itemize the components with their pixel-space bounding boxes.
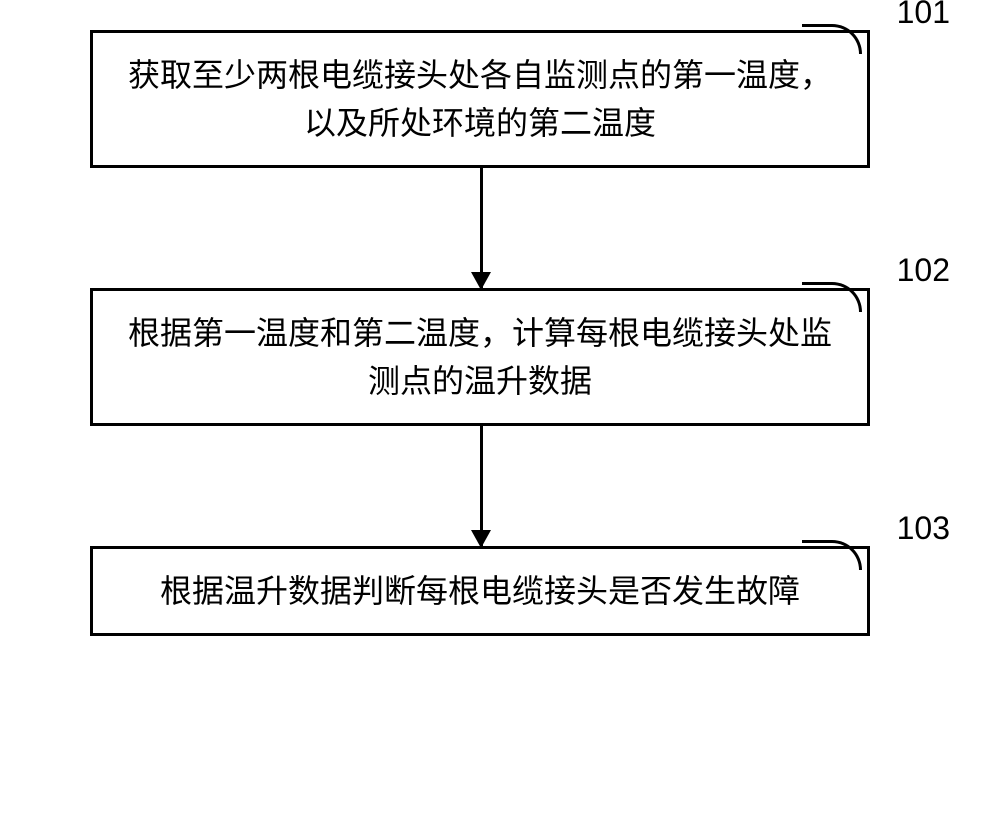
process-box: 根据第一温度和第二温度，计算每根电缆接头处监测点的温升数据 xyxy=(90,288,870,426)
process-text: 根据温升数据判断每根电缆接头是否发生故障 xyxy=(160,573,800,609)
step-label: 102 xyxy=(897,252,950,289)
flowchart-step: 102 根据第一温度和第二温度，计算每根电缆接头处监测点的温升数据 xyxy=(50,288,950,426)
process-box: 根据温升数据判断每根电缆接头是否发生故障 xyxy=(90,546,870,636)
step-label: 101 xyxy=(897,0,950,31)
flow-arrow xyxy=(480,168,483,288)
flow-arrow xyxy=(480,426,483,546)
flowchart-container: 101 获取至少两根电缆接头处各自监测点的第一温度，以及所处环境的第二温度 10… xyxy=(50,30,950,636)
flowchart-step: 103 根据温升数据判断每根电缆接头是否发生故障 xyxy=(50,546,950,636)
process-text: 获取至少两根电缆接头处各自监测点的第一温度，以及所处环境的第二温度 xyxy=(128,57,832,141)
process-box: 获取至少两根电缆接头处各自监测点的第一温度，以及所处环境的第二温度 xyxy=(90,30,870,168)
flowchart-step: 101 获取至少两根电缆接头处各自监测点的第一温度，以及所处环境的第二温度 xyxy=(50,30,950,168)
process-text: 根据第一温度和第二温度，计算每根电缆接头处监测点的温升数据 xyxy=(128,315,832,399)
step-label: 103 xyxy=(897,510,950,547)
